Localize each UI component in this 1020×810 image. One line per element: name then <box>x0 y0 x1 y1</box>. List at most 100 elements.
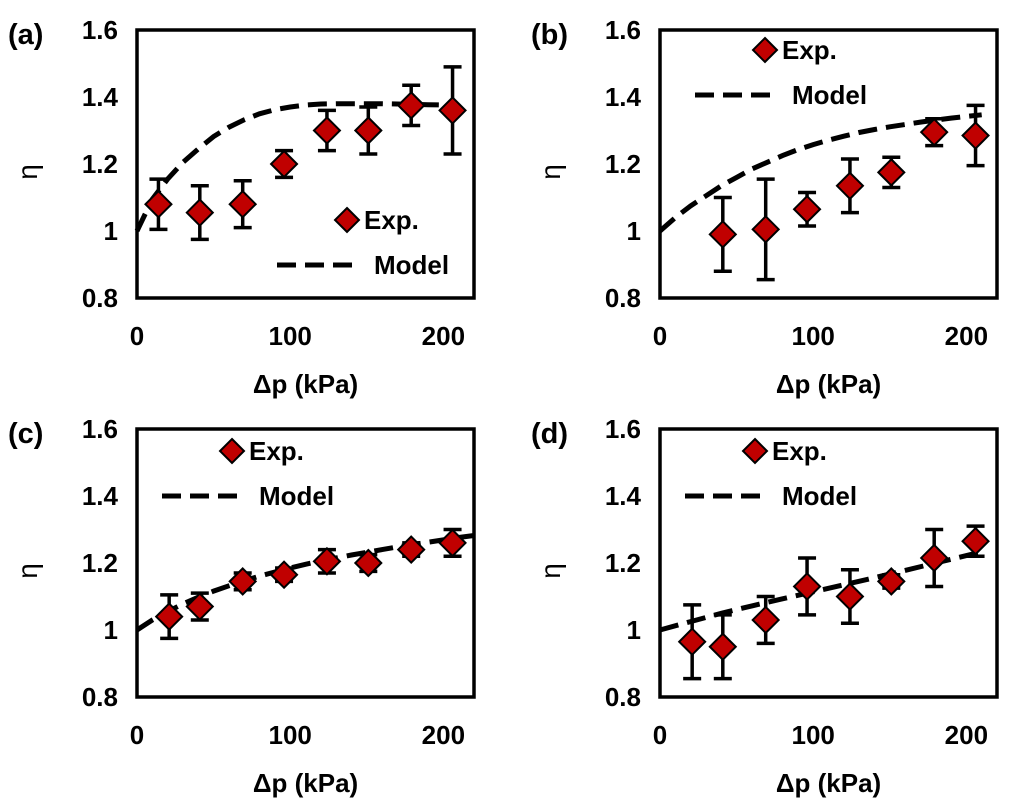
data-point <box>144 189 173 219</box>
chart-panel-a: 0.8 1 1.2 1.4 1.6 0 100 200 Δp (kPa) η (a) Exp. Mode… <box>8 15 476 399</box>
x-tick-label: 0 <box>653 321 667 351</box>
data-point <box>835 582 865 611</box>
x-axis-title: Δp (kPa) <box>253 369 358 399</box>
x-axis-title: Δp (kPa) <box>776 768 881 798</box>
x-tick-label: 100 <box>791 720 834 750</box>
legend-model-label: Model <box>792 80 867 110</box>
panel-label: (c) <box>8 418 43 450</box>
panel-label: (a) <box>8 19 43 51</box>
y-axis-title: η <box>12 164 43 180</box>
legend-model-label: Model <box>259 481 334 511</box>
y-tick-label: 1.6 <box>82 414 118 444</box>
legend-exp-label: Exp. <box>364 205 419 235</box>
y-tick-label: 0.8 <box>605 283 641 313</box>
data-point <box>751 605 781 635</box>
y-tick-label: 0.8 <box>605 682 641 712</box>
y-tick-label: 1.6 <box>605 414 641 444</box>
x-tick-label: 0 <box>130 321 144 351</box>
y-tick-label: 1.2 <box>605 149 641 179</box>
data-point <box>269 149 299 179</box>
legend-model-label: Model <box>782 481 857 511</box>
x-tick-label: 100 <box>268 720 311 750</box>
chart-panel-b: 0.8 1 1.2 1.4 1.6 0 100 200 Δp (kPa) η (b) Exp. Mode… <box>531 15 999 399</box>
data-point <box>353 548 383 578</box>
x-tick-label: 200 <box>422 321 465 351</box>
plot-frame <box>658 427 999 699</box>
y-tick-label: 1.6 <box>605 15 641 45</box>
legend-exp-marker <box>751 36 779 64</box>
y-tick-label: 0.8 <box>82 283 118 313</box>
legend-exp-label: Exp. <box>772 436 827 466</box>
data-point <box>396 535 426 565</box>
plot-frame <box>135 28 476 300</box>
y-tick-label: 1.2 <box>605 548 641 578</box>
legend-exp-label: Exp. <box>782 35 837 65</box>
legend-exp-marker <box>218 437 246 465</box>
plot-frame <box>135 427 476 699</box>
data-point <box>751 214 781 244</box>
data-point <box>961 121 990 150</box>
y-tick-label: 1.4 <box>605 481 642 511</box>
data-point <box>835 171 865 201</box>
y-axis-title: η <box>535 164 566 180</box>
data-point <box>353 116 383 145</box>
legend-exp-label: Exp. <box>249 436 304 466</box>
data-point <box>154 602 184 632</box>
x-tick-label: 200 <box>422 720 465 750</box>
plot-frame <box>658 28 999 300</box>
legend: Exp. Model <box>685 436 857 511</box>
y-tick-label: 1 <box>104 615 118 645</box>
y-tick-label: 1.4 <box>82 481 119 511</box>
y-axis-title: η <box>12 563 43 579</box>
data-point <box>312 116 342 145</box>
y-tick-label: 1.4 <box>605 82 642 112</box>
data-point <box>919 543 949 573</box>
legend: Exp. Model <box>695 35 867 110</box>
data-point <box>677 627 707 657</box>
legend: Exp. Model <box>277 205 449 280</box>
data-point <box>876 567 906 596</box>
y-tick-label: 1.4 <box>82 82 119 112</box>
legend-exp-marker <box>333 206 361 234</box>
data-point <box>792 194 822 224</box>
legend-exp-marker <box>741 437 769 465</box>
model-curve <box>658 112 982 233</box>
panel-label: (d) <box>531 418 568 450</box>
x-tick-label: 100 <box>268 321 311 351</box>
data-point <box>396 90 426 120</box>
legend-model-label: Model <box>374 250 449 280</box>
data-point <box>185 592 215 621</box>
data-point <box>228 189 258 219</box>
y-axis-title: η <box>535 563 566 579</box>
data-point <box>228 567 258 596</box>
y-tick-label: 1.2 <box>82 149 118 179</box>
data-point <box>708 632 738 662</box>
data-point <box>438 95 467 125</box>
x-tick-label: 200 <box>945 720 988 750</box>
data-point <box>438 528 467 558</box>
x-axis-title: Δp (kPa) <box>253 768 358 798</box>
x-tick-label: 0 <box>130 720 144 750</box>
y-tick-label: 0.8 <box>82 682 118 712</box>
y-tick-label: 1 <box>104 216 118 246</box>
data-point <box>269 560 299 590</box>
data-point <box>876 157 906 187</box>
chart-panel-d: 0.8 1 1.2 1.4 1.6 0 100 200 Δp (kPa) η (d) Exp. Mode… <box>531 414 999 798</box>
y-tick-label: 1 <box>627 216 641 246</box>
y-tick-label: 1 <box>627 615 641 645</box>
data-point <box>708 219 738 249</box>
y-tick-label: 1.6 <box>82 15 118 45</box>
data-point <box>919 117 949 147</box>
legend: Exp. Model <box>162 436 334 511</box>
data-point <box>961 526 990 556</box>
y-tick-label: 1.2 <box>82 548 118 578</box>
data-point <box>185 198 215 227</box>
x-tick-label: 100 <box>791 321 834 351</box>
chart-panel-c: 0.8 1 1.2 1.4 1.6 0 100 200 Δp (kPa) η (c) Exp. Mode… <box>8 414 476 798</box>
data-point <box>792 572 822 601</box>
x-tick-label: 0 <box>653 720 667 750</box>
x-tick-label: 200 <box>945 321 988 351</box>
panel-label: (b) <box>531 19 568 51</box>
x-axis-title: Δp (kPa) <box>776 369 881 399</box>
